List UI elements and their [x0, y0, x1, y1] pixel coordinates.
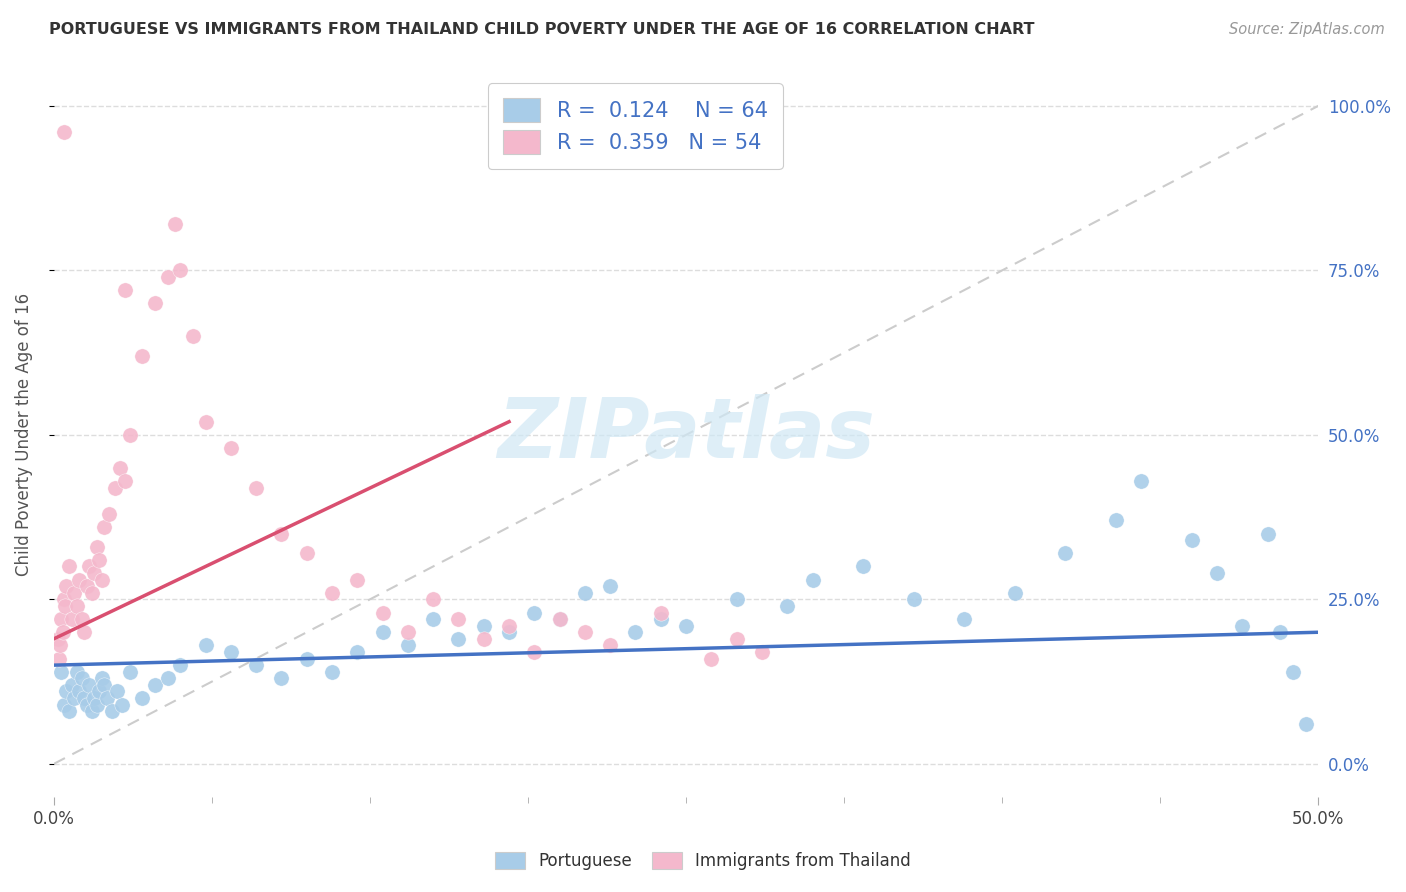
Text: ZIPatlas: ZIPatlas [498, 394, 875, 475]
Legend: Portuguese, Immigrants from Thailand: Portuguese, Immigrants from Thailand [488, 845, 918, 877]
Legend: R =  0.124    N = 64, R =  0.359   N = 54: R = 0.124 N = 64, R = 0.359 N = 54 [488, 83, 783, 169]
Text: Source: ZipAtlas.com: Source: ZipAtlas.com [1229, 22, 1385, 37]
Y-axis label: Child Poverty Under the Age of 16: Child Poverty Under the Age of 16 [15, 293, 32, 576]
Text: PORTUGUESE VS IMMIGRANTS FROM THAILAND CHILD POVERTY UNDER THE AGE OF 16 CORRELA: PORTUGUESE VS IMMIGRANTS FROM THAILAND C… [49, 22, 1035, 37]
